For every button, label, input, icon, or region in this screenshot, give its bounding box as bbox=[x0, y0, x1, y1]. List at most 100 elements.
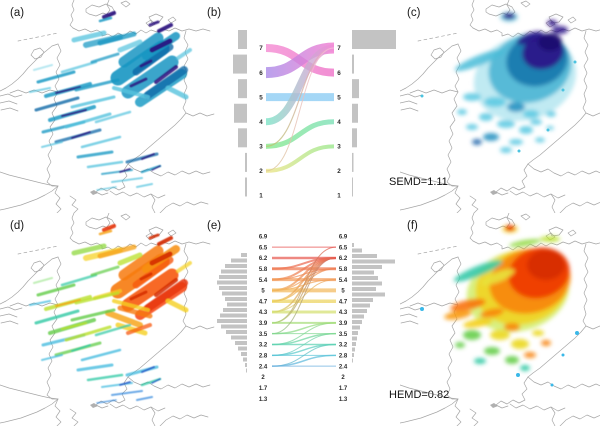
rain-cluster-northeast bbox=[71, 224, 192, 336]
histogram-bar-left bbox=[234, 103, 247, 123]
histogram-bar-left bbox=[227, 302, 247, 307]
histogram-bar-left bbox=[235, 341, 247, 345]
histogram-bar-left bbox=[217, 319, 247, 323]
level-label-right: 4.3 bbox=[339, 310, 348, 316]
histogram-bar-left bbox=[225, 297, 247, 301]
flow-band bbox=[265, 47, 335, 172]
country-borders bbox=[0, 213, 215, 426]
level-label-right: 1.3 bbox=[339, 397, 348, 403]
histogram-bar-right bbox=[352, 287, 376, 291]
panel-label-b: (b) bbox=[207, 7, 222, 19]
histogram-bar-right bbox=[352, 54, 354, 74]
histogram-bar-left bbox=[226, 330, 247, 334]
level-label-right: 4 bbox=[337, 119, 341, 126]
level-label-right: 6.5 bbox=[339, 245, 348, 251]
level-label-left: 4 bbox=[259, 119, 263, 126]
panel-label-f: (f) bbox=[407, 220, 418, 232]
level-label-right: 4.7 bbox=[339, 299, 348, 305]
level-label-right: 2 bbox=[341, 375, 345, 381]
histogram-bar-right bbox=[352, 336, 357, 341]
semd-value: SEMD=1.11 bbox=[389, 176, 448, 188]
level-label-left: 5.4 bbox=[259, 278, 268, 284]
histogram-bar-left bbox=[246, 368, 247, 373]
level-label-left: 3.5 bbox=[259, 332, 268, 338]
histogram-bar-left bbox=[238, 128, 247, 148]
histogram-bar-right bbox=[352, 103, 358, 123]
histogram-bar-left bbox=[217, 280, 247, 285]
histogram-bar-left bbox=[241, 253, 247, 257]
panel-label-e: (e) bbox=[207, 220, 222, 232]
level-label-right: 5.4 bbox=[339, 278, 348, 284]
histogram-bar-left bbox=[245, 152, 247, 172]
isolated-dots bbox=[420, 307, 579, 387]
map-panel-f bbox=[400, 213, 600, 426]
level-label-right: 3.9 bbox=[339, 321, 348, 327]
histogram-bar-right bbox=[352, 128, 357, 148]
histogram-bar-left bbox=[243, 357, 247, 362]
histogram-bar-right bbox=[352, 303, 370, 308]
map-panel-a bbox=[0, 0, 215, 213]
map-panel-c bbox=[400, 0, 600, 213]
histogram-bar-right bbox=[352, 265, 382, 269]
histogram-bar-right bbox=[352, 281, 382, 286]
histogram-bar-right bbox=[352, 259, 395, 264]
level-label-left: 1 bbox=[259, 193, 263, 200]
level-label-left: 5 bbox=[259, 94, 263, 101]
precip-field-rainbow-smooth bbox=[444, 225, 571, 371]
level-label-left: 5 bbox=[261, 289, 265, 295]
level-label-left: 3 bbox=[259, 144, 263, 151]
level-label-left: 1.7 bbox=[259, 386, 268, 392]
precip-field-rainbow bbox=[29, 224, 192, 404]
histogram-bar-right bbox=[352, 177, 353, 197]
level-label-right: 2 bbox=[337, 168, 341, 175]
histogram-bar-left bbox=[221, 269, 247, 274]
panel-label-a: (a) bbox=[10, 7, 25, 19]
rain-streaks-west bbox=[29, 265, 132, 362]
histogram-bar-left bbox=[231, 258, 247, 263]
histogram-bar-right bbox=[352, 292, 385, 297]
level-label-left: 2.4 bbox=[259, 364, 268, 370]
rain-streaks-south bbox=[76, 363, 162, 404]
level-label-right: 6 bbox=[337, 70, 341, 77]
histogram-bar-right bbox=[352, 243, 354, 247]
level-label-left: 4.7 bbox=[259, 299, 268, 305]
histogram-bar-left bbox=[238, 346, 247, 351]
flow-band bbox=[271, 333, 337, 356]
level-label-left: 7 bbox=[259, 45, 263, 52]
level-label-right: 6.2 bbox=[339, 256, 348, 262]
level-label-left: 6.9 bbox=[259, 235, 268, 241]
scattered-cells-south bbox=[457, 93, 556, 153]
level-label-right: 5.8 bbox=[339, 267, 348, 273]
histogram-bar-right bbox=[352, 298, 373, 302]
map-panel-d bbox=[0, 213, 215, 426]
histogram-bar-right bbox=[352, 320, 362, 324]
histogram-bar-left bbox=[233, 54, 247, 74]
flow-band bbox=[271, 246, 337, 324]
level-label-left: 3.9 bbox=[259, 321, 268, 327]
histogram-bar-right bbox=[352, 254, 377, 258]
flow-band bbox=[271, 344, 337, 367]
histogram-bar-left bbox=[241, 352, 247, 356]
histogram-bar-left bbox=[220, 313, 247, 318]
level-label-left: 6.5 bbox=[259, 245, 268, 251]
histogram-bar-left bbox=[238, 30, 247, 49]
histogram-bar-right bbox=[352, 152, 354, 172]
histogram-bar-right bbox=[352, 79, 359, 99]
histogram-bar-left bbox=[238, 79, 247, 99]
level-label-right: 1 bbox=[337, 193, 341, 200]
precip-field-blue-smooth bbox=[454, 12, 577, 153]
histogram-bar-right bbox=[352, 353, 354, 357]
panel-label-d: (d) bbox=[10, 220, 25, 232]
flow-band bbox=[271, 332, 337, 346]
histogram-bar-left bbox=[222, 291, 247, 296]
level-label-right: 5 bbox=[341, 289, 345, 295]
histogram-bar-right bbox=[352, 30, 396, 49]
flow-band bbox=[265, 144, 335, 173]
flow-band bbox=[271, 322, 337, 335]
flow-band bbox=[271, 322, 337, 345]
histogram-bar-left bbox=[221, 324, 247, 329]
panel-label-c: (c) bbox=[407, 7, 421, 19]
histogram-bar-left bbox=[223, 308, 247, 312]
alluvial-diagram-e: 6.9 6.9 6.5 6.5 6.2 6.2 5.8 5.8 5.4 5.4 5 5 4.7 4.7 4.… bbox=[217, 235, 395, 403]
